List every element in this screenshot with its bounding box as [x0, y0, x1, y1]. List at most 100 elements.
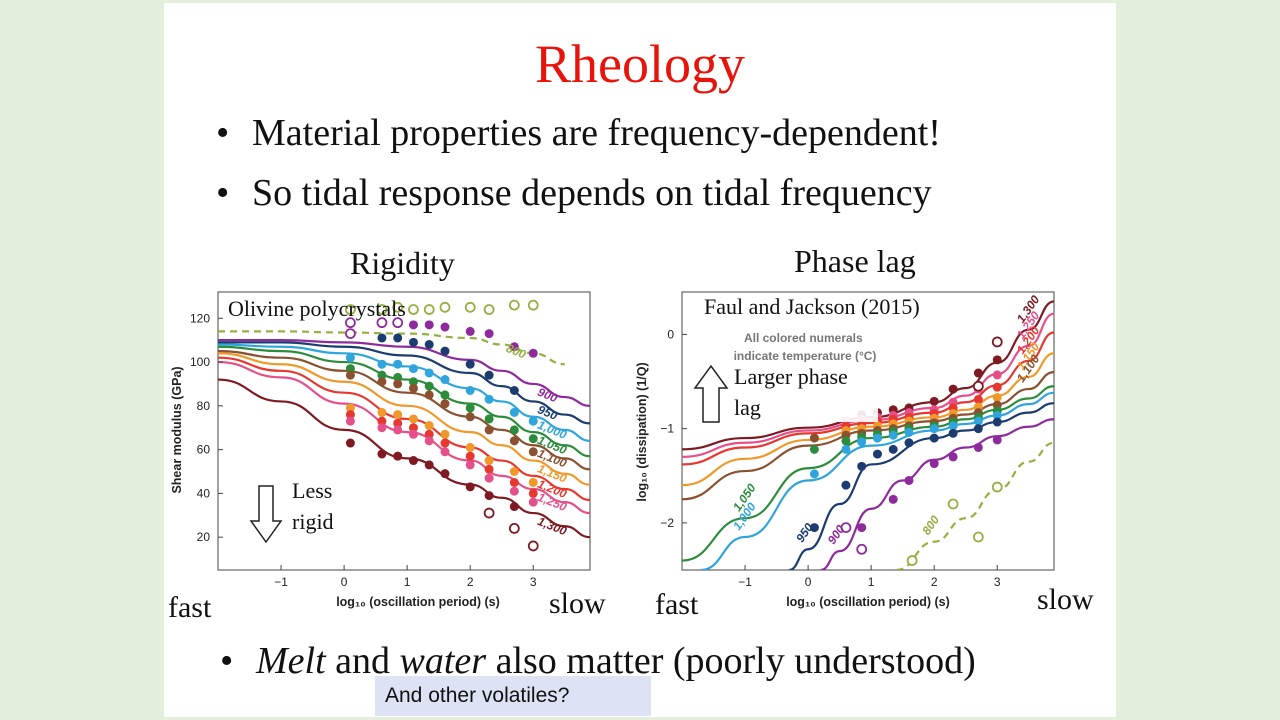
data-point [345, 416, 355, 426]
data-point [904, 475, 914, 485]
data-point [888, 494, 898, 504]
data-point [408, 429, 418, 439]
series-line-1300 [682, 300, 1054, 451]
data-point [509, 436, 519, 446]
data-point [809, 469, 819, 479]
data-point [841, 480, 851, 490]
data-point [948, 421, 958, 431]
data-point [840, 522, 852, 533]
data-point [484, 414, 494, 424]
data-point [345, 317, 356, 329]
x-tick-label: 0 [341, 575, 348, 589]
data-point [440, 390, 450, 400]
data-point [527, 299, 539, 311]
data-point [408, 414, 418, 424]
data-point [948, 452, 958, 462]
x-tick-label: 2 [467, 575, 474, 589]
data-point [973, 442, 983, 452]
data-point [408, 304, 419, 315]
x-tick-label: 2 [931, 575, 938, 589]
data-point [439, 301, 451, 313]
slow-label-left: slow [549, 587, 606, 620]
bullet-dot: • [216, 112, 230, 154]
data-point [509, 466, 519, 476]
series-line-1250 [682, 312, 1054, 459]
data-point [509, 477, 519, 487]
data-point [393, 425, 403, 435]
data-point [377, 407, 387, 417]
data-point [508, 523, 520, 534]
phase-lag-label: Phase lag [794, 243, 916, 279]
data-point [393, 333, 403, 343]
data-point [393, 410, 403, 420]
data-point [973, 394, 983, 404]
annotation-line1: Larger phase [734, 364, 848, 389]
y-axis-label: Shear modulus (GPa) [170, 366, 184, 493]
data-point [528, 447, 538, 457]
data-point [992, 435, 1002, 445]
data-point [483, 304, 495, 315]
data-point [345, 328, 356, 339]
data-point [345, 410, 355, 420]
series-line-1100 [682, 371, 1054, 501]
melt-word: Melt [256, 640, 326, 682]
data-point [424, 421, 434, 431]
data-point [528, 488, 538, 498]
data-point [992, 355, 1002, 365]
series-line-1300 [218, 378, 590, 539]
data-point [809, 523, 819, 533]
data-point [424, 429, 434, 439]
bullet-2-text: So tidal response depends on tidal frequ… [252, 172, 932, 214]
slow-label-right: slow [1037, 583, 1094, 616]
x-tick-label: 3 [994, 575, 1001, 589]
y-tick-label: −1 [660, 422, 674, 436]
data-point [484, 473, 494, 483]
data-point [377, 377, 387, 387]
data-point [948, 384, 958, 394]
series-line-1200 [682, 331, 1054, 466]
data-point [377, 416, 387, 426]
x-tick-label: −1 [274, 575, 288, 589]
data-point [906, 555, 918, 566]
data-point [465, 460, 475, 470]
y-tick-label: 0 [667, 327, 674, 341]
data-point [484, 329, 494, 339]
series-label: 1,300 [536, 514, 569, 538]
data-point [345, 353, 355, 363]
data-point [509, 486, 519, 496]
annotation-bg [732, 362, 878, 422]
data-point [465, 359, 475, 369]
series-line-1100 [218, 350, 590, 471]
data-point [408, 423, 418, 433]
note-box: And other volatiles? [375, 676, 651, 716]
data-point [841, 436, 851, 446]
data-point [857, 461, 867, 471]
chart-title: Olivine polycrystals [228, 296, 406, 321]
data-point [484, 456, 494, 466]
series-line-950 [218, 341, 590, 425]
data-point [377, 359, 387, 369]
data-point [424, 436, 434, 446]
data-point [973, 416, 983, 426]
series-line-1250 [218, 360, 590, 515]
y-tick-label: 40 [197, 486, 211, 500]
data-point [992, 417, 1002, 427]
subtitle-line2: indicate temperature (°C) [734, 349, 877, 363]
x-tick-label: 0 [805, 575, 812, 589]
data-point [509, 342, 519, 352]
annotation-line2: lag [734, 395, 761, 420]
series-line-800 [896, 441, 1054, 570]
series-line-1150 [682, 352, 1054, 487]
data-point [377, 423, 387, 433]
bullet-1: • Material properties are frequency-depen… [216, 111, 941, 155]
data-point [393, 451, 403, 461]
data-point [440, 469, 450, 479]
data-point [424, 460, 434, 470]
data-point [423, 304, 435, 315]
slide-title: Rheology [535, 34, 745, 94]
data-point [888, 430, 898, 440]
bullet-dot: • [220, 640, 234, 682]
down-arrow-icon [249, 485, 283, 544]
data-point [992, 382, 1002, 392]
data-point [424, 368, 434, 378]
